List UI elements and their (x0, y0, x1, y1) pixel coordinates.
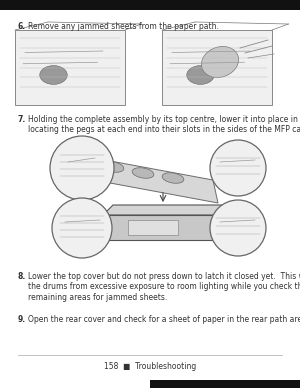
Polygon shape (78, 155, 218, 203)
Ellipse shape (162, 173, 184, 183)
Ellipse shape (40, 66, 67, 84)
Text: 8.: 8. (18, 272, 26, 281)
Text: 9.: 9. (18, 315, 26, 324)
Circle shape (50, 136, 114, 200)
Polygon shape (103, 205, 228, 215)
Ellipse shape (187, 66, 214, 84)
Ellipse shape (102, 162, 124, 172)
Bar (150, 380, 300, 388)
Bar (128, 220, 178, 235)
Text: Holding the complete assembly by its top centre, lower it into place in the MFP,: Holding the complete assembly by its top… (28, 115, 300, 134)
Bar (0, 0, 300, 10)
Text: Open the rear cover and check for a sheet of paper in the rear path area.: Open the rear cover and check for a shee… (28, 315, 300, 324)
Circle shape (210, 200, 266, 256)
Polygon shape (218, 205, 228, 240)
Polygon shape (103, 215, 218, 240)
Text: Lower the top cover but do not press down to latch it closed yet.  This will pro: Lower the top cover but do not press dow… (28, 272, 300, 302)
Bar (15, 30, 125, 105)
Text: 7.: 7. (18, 115, 26, 124)
Circle shape (52, 198, 112, 258)
Text: 6.: 6. (18, 22, 26, 31)
Bar (162, 30, 272, 105)
Ellipse shape (201, 47, 238, 78)
Text: 158  ■  Troubleshooting: 158 ■ Troubleshooting (104, 362, 196, 371)
Text: Remove any jammed sheets from the paper path.: Remove any jammed sheets from the paper … (28, 22, 219, 31)
Ellipse shape (132, 168, 154, 178)
Circle shape (210, 140, 266, 196)
